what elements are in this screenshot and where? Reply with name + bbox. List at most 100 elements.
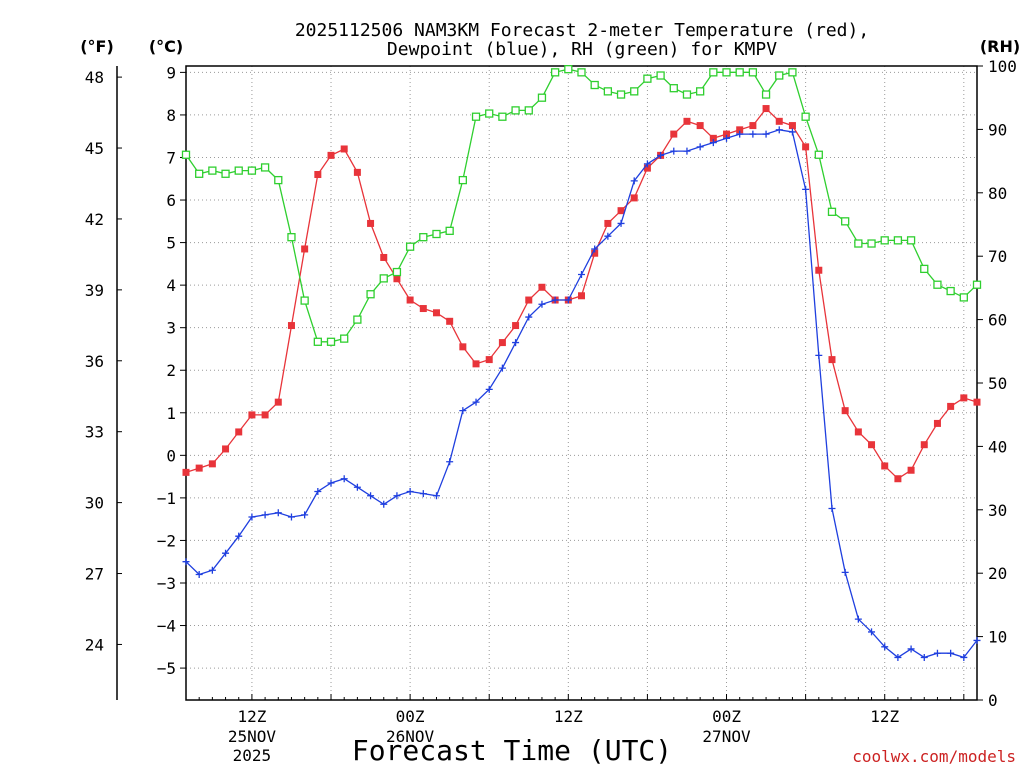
data-point xyxy=(578,270,585,278)
data-point xyxy=(868,441,876,449)
rh-tick-label: 100 xyxy=(988,57,1017,76)
data-point xyxy=(815,266,823,274)
data-point xyxy=(537,93,547,102)
celsius-tick-label: 9 xyxy=(166,63,176,82)
x-tick-label: 00Z xyxy=(712,707,741,726)
data-point xyxy=(353,483,361,491)
data-point xyxy=(367,492,375,500)
data-point xyxy=(894,475,902,483)
data-point xyxy=(208,460,216,468)
data-point xyxy=(591,249,599,257)
data-point xyxy=(749,130,757,138)
data-point xyxy=(802,185,810,193)
series-layer xyxy=(181,65,982,661)
data-point xyxy=(353,168,361,176)
data-point xyxy=(366,290,375,299)
data-point xyxy=(234,166,243,175)
data-point xyxy=(459,343,467,351)
fahrenheit-tick-label: 39 xyxy=(85,281,104,300)
data-point xyxy=(235,428,243,436)
data-point xyxy=(828,356,836,364)
data-point xyxy=(762,130,770,138)
data-point xyxy=(182,468,190,476)
data-point xyxy=(498,364,506,372)
data-point xyxy=(367,219,375,227)
data-point xyxy=(604,219,612,227)
data-point xyxy=(393,492,401,500)
data-point xyxy=(682,90,692,99)
data-point xyxy=(933,280,942,289)
data-point xyxy=(748,68,758,77)
data-point xyxy=(353,315,362,324)
data-point xyxy=(301,511,309,519)
data-point xyxy=(749,122,757,130)
celsius-tick-label: 2 xyxy=(166,361,176,380)
data-point xyxy=(195,570,203,578)
data-point xyxy=(512,339,520,347)
data-point xyxy=(854,428,862,436)
data-point xyxy=(907,645,915,653)
data-point xyxy=(511,106,520,115)
fahrenheit-tick-label: 48 xyxy=(85,68,104,87)
data-point xyxy=(683,147,691,155)
data-point xyxy=(643,164,651,172)
data-point xyxy=(261,511,269,519)
data-point xyxy=(947,649,955,657)
data-point xyxy=(432,492,440,500)
data-point xyxy=(577,68,586,77)
fahrenheit-tick-label: 33 xyxy=(85,423,104,442)
data-point xyxy=(538,283,546,291)
celsius-tick-label: 0 xyxy=(166,446,176,465)
data-point xyxy=(841,217,850,226)
data-point xyxy=(300,296,309,305)
data-point xyxy=(195,169,204,178)
data-point xyxy=(327,479,335,487)
data-point xyxy=(498,112,507,121)
data-point xyxy=(525,313,533,321)
data-point xyxy=(222,549,230,557)
data-point xyxy=(261,411,269,419)
rh-tick-label: 30 xyxy=(988,501,1007,520)
data-point xyxy=(788,68,797,77)
data-point xyxy=(894,653,902,661)
data-point xyxy=(485,356,493,364)
data-point xyxy=(247,166,257,175)
data-point xyxy=(538,300,546,308)
rh-tick-label: 50 xyxy=(988,374,1007,393)
data-point xyxy=(314,171,322,179)
x-tick-label: 12Z xyxy=(237,707,266,726)
data-point xyxy=(669,84,678,93)
data-point xyxy=(379,274,388,283)
data-point xyxy=(854,239,863,248)
celsius-tick-label: 7 xyxy=(166,148,176,167)
celsius-tick-label: 1 xyxy=(166,404,176,423)
celsius-tick-label: −3 xyxy=(157,574,176,593)
series-relative-humidity xyxy=(181,65,982,346)
data-point xyxy=(630,87,639,96)
data-point xyxy=(801,112,810,121)
celsius-tick-label: −1 xyxy=(157,489,176,508)
rh-tick-label: 40 xyxy=(988,437,1007,456)
celsius-tick-label: 4 xyxy=(166,276,176,295)
data-point xyxy=(208,566,216,574)
data-point xyxy=(525,296,533,304)
data-point xyxy=(683,117,691,125)
data-point xyxy=(960,394,968,402)
celsius-unit-label: (°C) xyxy=(149,37,183,56)
data-point xyxy=(616,90,626,99)
data-point xyxy=(432,309,440,317)
data-point xyxy=(709,134,717,142)
data-point xyxy=(564,296,572,304)
series-dewpoint xyxy=(182,126,981,661)
credit-text: coolwx.com/models xyxy=(852,747,1016,766)
data-point xyxy=(260,163,270,172)
celsius-tick-label: 3 xyxy=(166,319,176,338)
data-point xyxy=(208,166,217,175)
data-point xyxy=(617,207,625,215)
data-point xyxy=(551,296,559,304)
data-point xyxy=(406,488,414,496)
data-point xyxy=(222,445,230,453)
rh-tick-label: 70 xyxy=(988,247,1007,266)
data-point xyxy=(670,147,678,155)
data-point xyxy=(761,90,771,99)
